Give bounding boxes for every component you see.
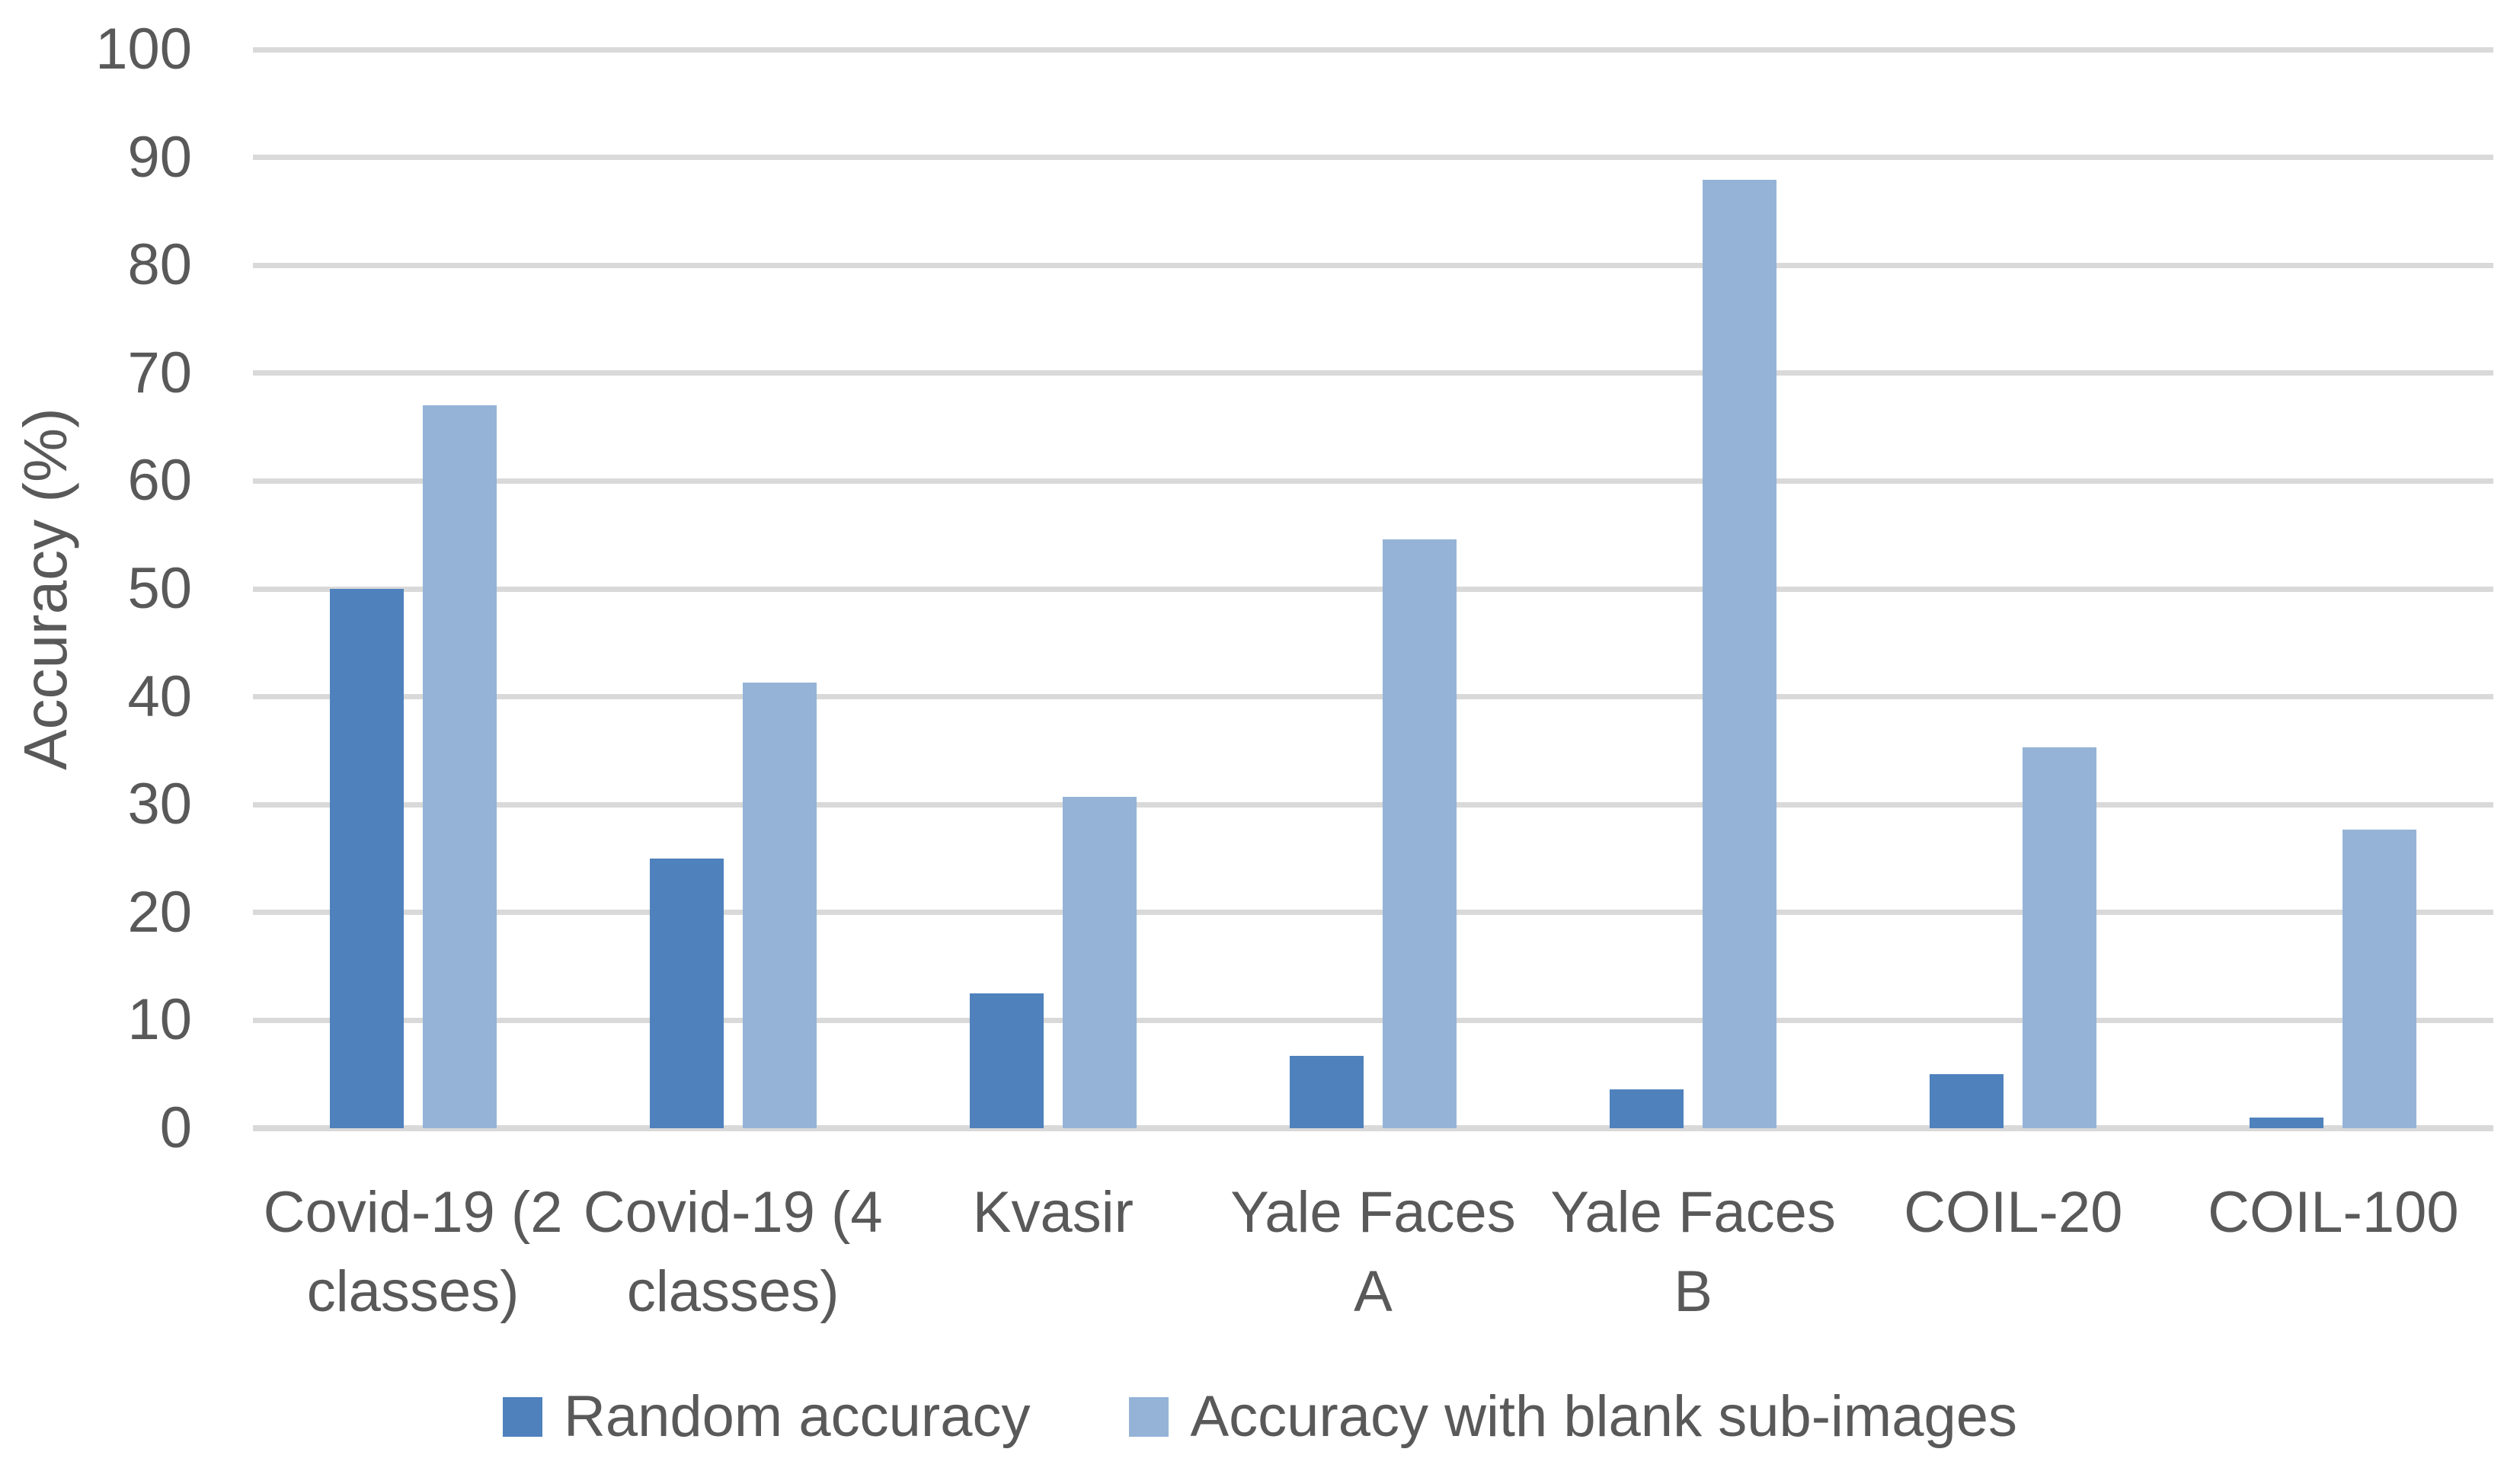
x-category-label-3: Yale Faces A [1230,1180,1516,1324]
y-tick-label-10: 10 [127,987,192,1053]
bar-blank-3 [1383,539,1457,1128]
bar-random-2 [969,993,1044,1128]
gridline-y-80 [253,262,2493,268]
gridline-y-70 [253,370,2493,376]
legend-label-blank-sub-images: Accuracy with blank sub-images [1190,1384,2018,1449]
gridline-y-30 [253,801,2493,808]
gridline-y-60 [253,478,2493,484]
bar-blank-0 [422,405,497,1128]
legend-item-random-accuracy: Random accuracy [502,1380,1031,1454]
gridline-y-0 [253,1125,2493,1131]
y-tick-label-90: 90 [127,124,192,190]
legend-swatch-random-accuracy [502,1397,542,1437]
y-tick-label-80: 80 [127,232,192,298]
x-category-label-4: Yale Faces B [1550,1180,1836,1324]
bar-random-1 [649,859,724,1128]
gridline-y-100 [253,46,2493,53]
gridline-y-10 [253,1017,2493,1023]
y-tick-label-20: 20 [127,879,192,945]
gridline-y-50 [253,586,2493,592]
x-category-label-5: COIL-20 [1904,1180,2123,1245]
bar-random-4 [1610,1089,1684,1128]
y-tick-label-70: 70 [127,340,192,405]
bar-random-5 [1930,1074,2004,1128]
y-tick-label-30: 30 [127,772,192,837]
bar-blank-6 [2343,829,2417,1128]
bar-blank-1 [742,683,817,1128]
legend: Random accuracy Accuracy with blank sub-… [0,1380,2520,1454]
y-tick-label-40: 40 [127,664,192,729]
legend-item-blank-sub-images: Accuracy with blank sub-images [1129,1380,2017,1454]
y-tick-label-50: 50 [127,556,192,621]
bar-blank-2 [1062,797,1137,1128]
bar-blank-4 [1703,180,1777,1128]
x-category-label-6: COIL-100 [2208,1180,2459,1245]
legend-swatch-blank-sub-images [1129,1397,1169,1437]
x-category-label-2: Kvasir [972,1180,1134,1245]
x-category-label-1: Covid-19 (4 classes) [583,1180,883,1324]
x-category-label-0: Covid-19 (2 classes) [263,1180,563,1324]
y-tick-label-100: 100 [95,17,192,82]
gridline-y-40 [253,694,2493,700]
gridline-y-90 [253,155,2493,161]
legend-label-random-accuracy: Random accuracy [563,1384,1031,1449]
bar-blank-5 [2023,747,2097,1128]
gridline-y-20 [253,910,2493,916]
bar-random-0 [329,589,404,1128]
y-tick-label-60: 60 [127,448,192,513]
y-tick-label-0: 0 [159,1095,192,1160]
bar-random-3 [1290,1056,1364,1128]
bar-random-6 [2250,1117,2324,1128]
